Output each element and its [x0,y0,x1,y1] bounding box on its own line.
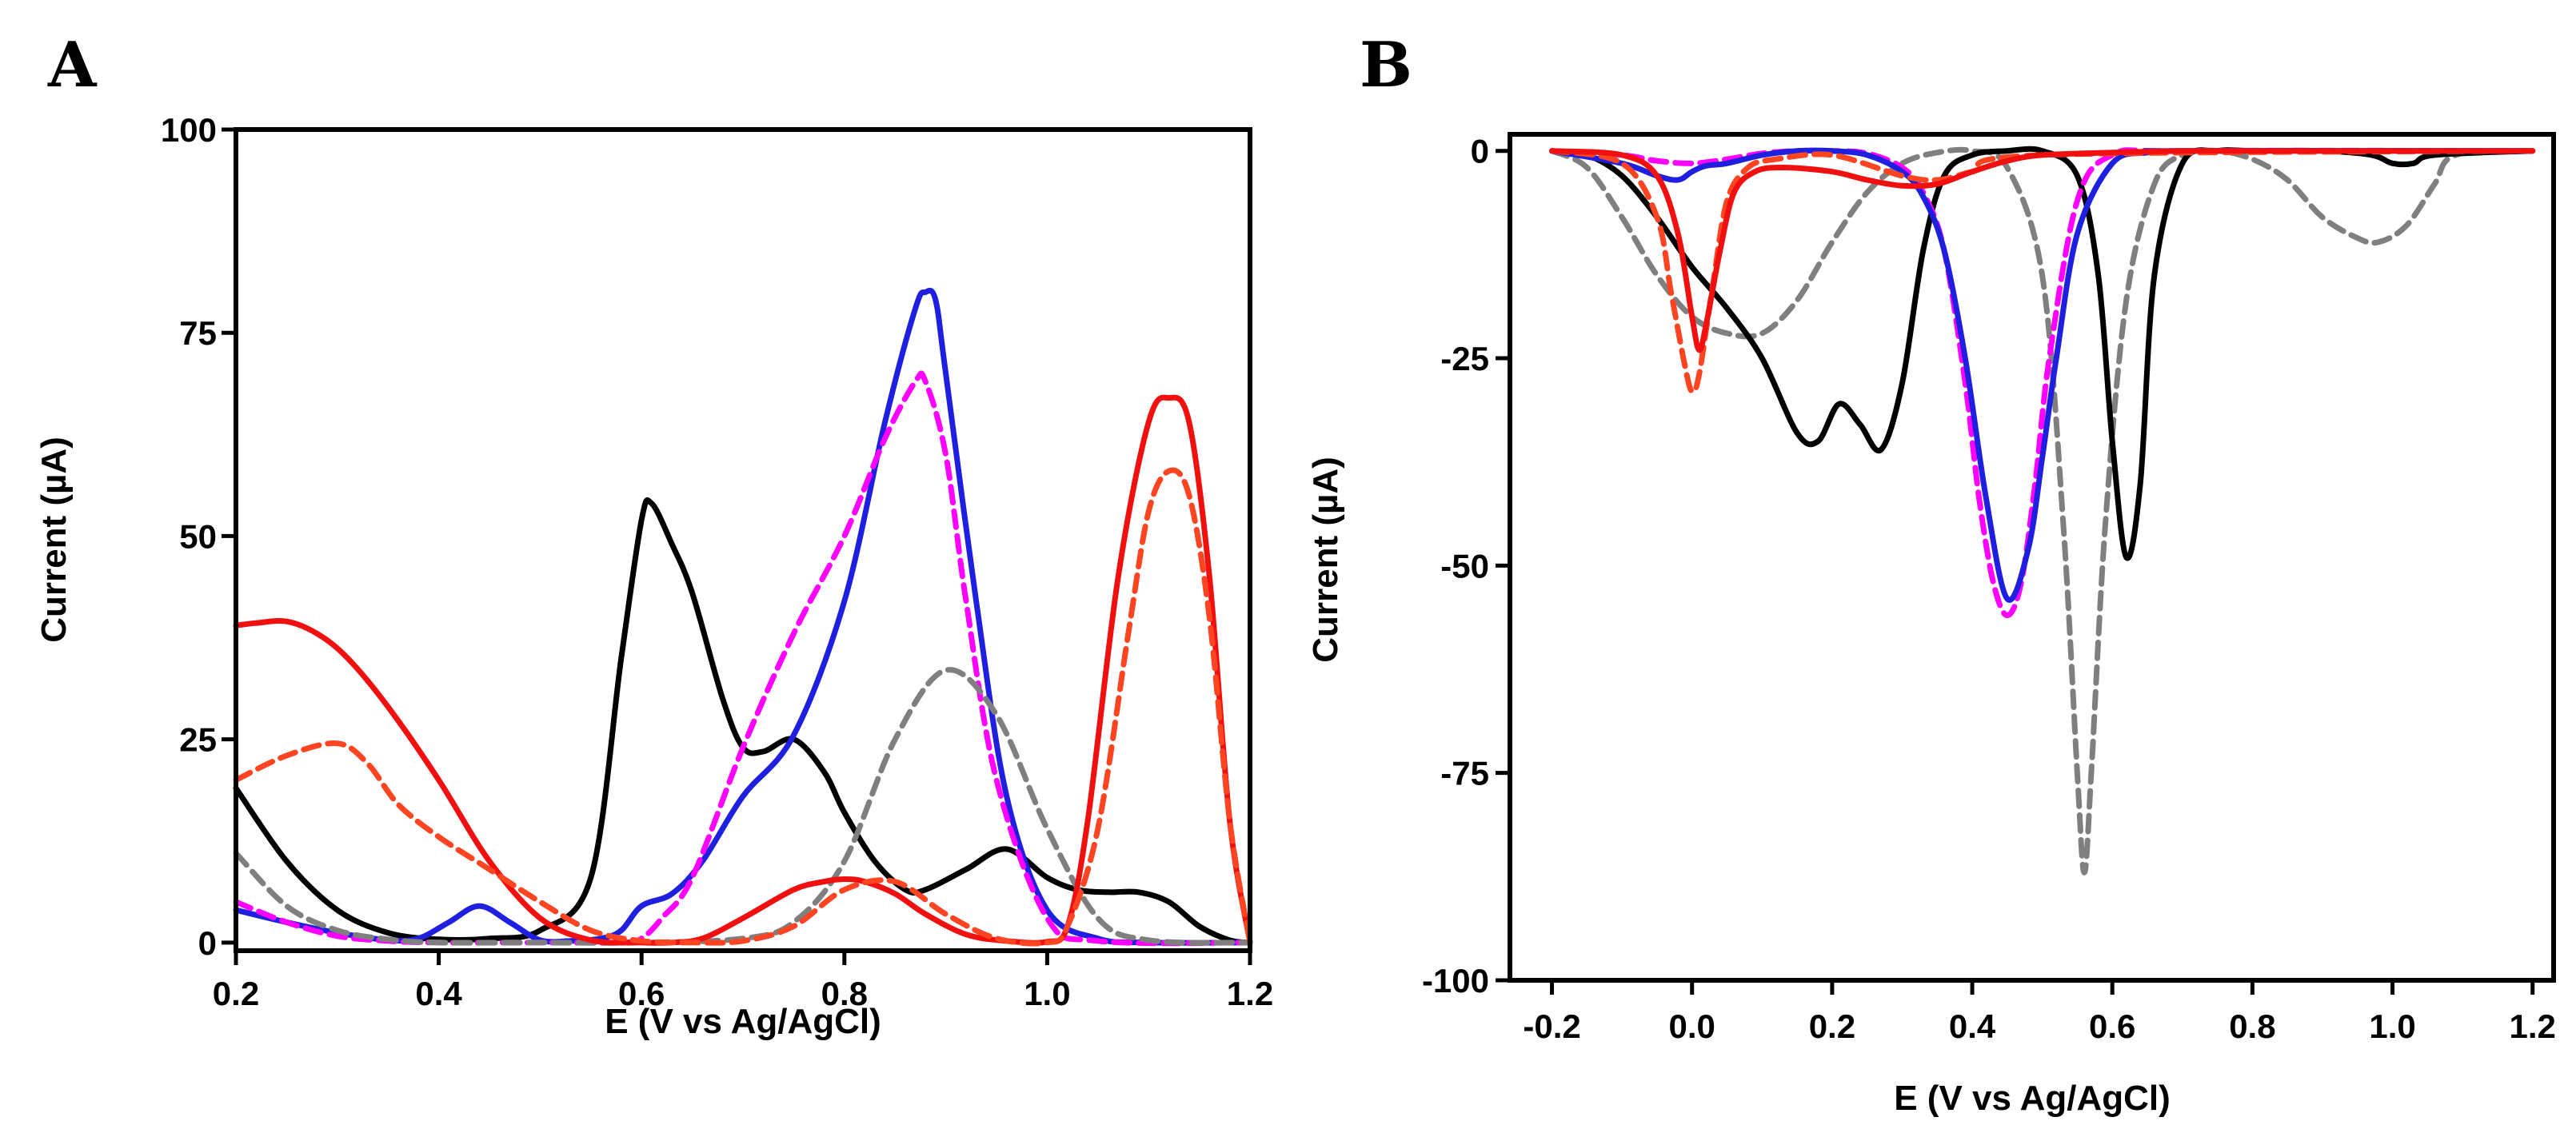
panel-b-plot-frame [1508,132,2556,983]
panel-a-series-gray-dashed [233,667,1253,946]
panel-b-letter: B [1360,29,1412,102]
panel-b-y-tick-label: -100 [1422,962,1489,999]
panel-a-y-tick-label: 25 [179,721,217,759]
panel-a-x-tick-label: 1.0 [1024,975,1070,1012]
panel-a-x-tick-label: 0.6 [618,975,665,1012]
panel-b-x-tick-label: 1.2 [2510,1007,2556,1045]
panel-b-y-tick-label: -75 [1440,755,1489,792]
panel-b-series-orange-red-dashed [1549,148,2536,395]
panel-a-y-tick-label: 50 [179,517,217,555]
panel-a-letter: A [47,29,98,102]
panel-a-x-axis-label: E (V vs Ag/AgCl) [605,1002,881,1041]
panel-b-y-tick-label: 0 [1471,133,1489,170]
panel-b-y-tick-label: -25 [1440,340,1489,377]
panel-b-series-blue [1549,147,2536,603]
panel-b-x-tick-label: 0.0 [1669,1007,1715,1045]
panel-a-series-orange-red-dashed [233,467,1253,947]
panel-a-x-tick-label: 0.8 [821,975,868,1012]
panel-a-series-blue [233,287,1253,946]
panel-b-y-axis-label: Current (µA) [1306,457,1345,663]
panel-b-series-magenta-dashed [1549,147,2536,619]
panel-b: B -0.2 0.0 0.2 0.4 0.6 0.8 1.0 1.2 0 -25 -50 -75 -10… [1306,29,2556,1118]
panel-a-y-tick-label: 100 [161,111,217,149]
panel-b-x-tick-label: 0.8 [2229,1007,2275,1045]
panel-a-x-tick-label: 1.2 [1227,975,1273,1012]
panel-a-series-red [233,394,1253,946]
panel-b-x-tick-label: 0.4 [1949,1007,1996,1045]
panel-b-ticks: -0.2 0.0 0.2 0.4 0.6 0.8 1.0 1.2 0 -25 -50 -75 -100 [1422,133,2556,1045]
panel-a-y-axis-label: Current (µA) [34,437,74,643]
panel-a-series-group [233,287,1253,947]
panel-a: A 0.2 0.4 0.6 0.8 1.0 1.2 0 25 50 75 100 E (V vs A… [34,29,1273,1041]
panel-a-ticks: 0.2 0.4 0.6 0.8 1.0 1.2 0 25 50 75 100 [161,111,1273,1012]
panel-a-x-tick-label: 0.4 [415,975,462,1012]
panel-a-x-tick-label: 0.2 [213,975,259,1012]
panel-a-series-magenta-dashed [233,370,1253,947]
panel-b-series-red [1549,148,2536,353]
panel-b-series-black [1549,146,2536,561]
panel-b-x-tick-label: 0.6 [2089,1007,2135,1045]
panel-a-y-tick-label: 75 [179,314,217,352]
panel-b-series-group [1549,146,2536,876]
panel-b-x-tick-label: 1.0 [2369,1007,2415,1045]
panel-b-x-tick-label: -0.2 [1523,1007,1580,1045]
panel-b-y-tick-label: -50 [1440,547,1489,584]
panel-b-series-gray-dashed [1549,146,2536,876]
panel-b-x-tick-label: 0.2 [1809,1007,1855,1045]
panel-b-x-axis-label: E (V vs Ag/AgCl) [1894,1079,2171,1118]
panel-a-plot-frame [234,127,1252,953]
panel-a-y-tick-label: 0 [198,924,217,962]
